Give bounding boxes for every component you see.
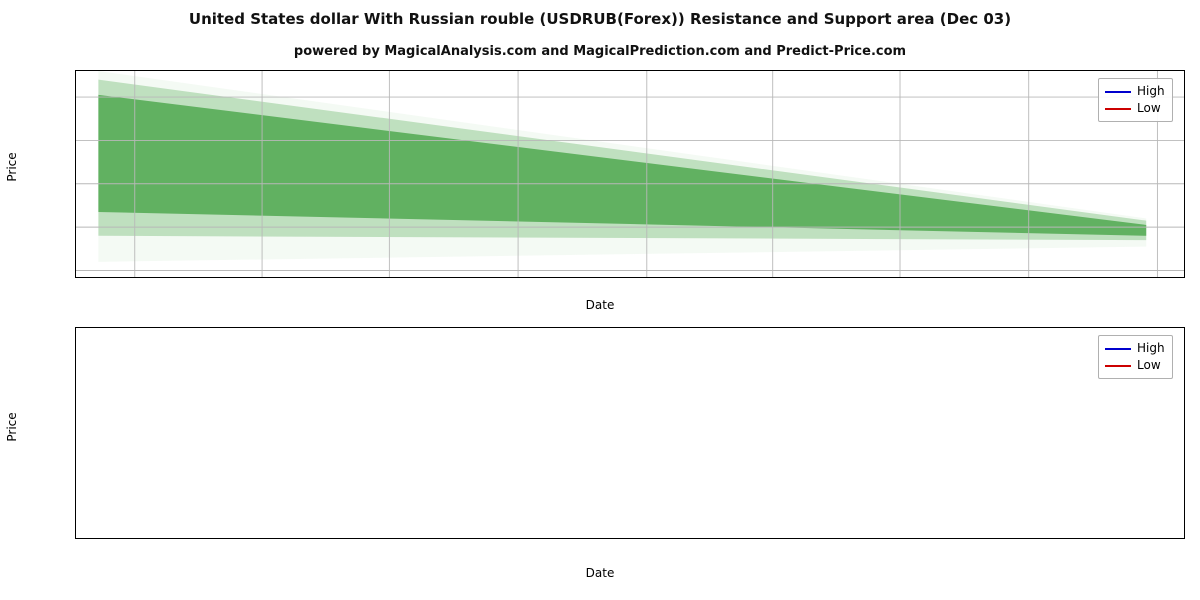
bottom-chart-panel	[75, 327, 1185, 539]
bottom-chart-legend: High Low	[1098, 335, 1173, 379]
bottom-x-axis-label: Date	[585, 566, 615, 580]
legend-label-low: Low	[1137, 101, 1161, 115]
bottom-y-axis-label: Price	[5, 412, 19, 442]
legend-label-high: High	[1137, 84, 1165, 98]
top-x-axis-label: Date	[585, 298, 615, 312]
legend-label-high: High	[1137, 341, 1165, 355]
legend-item-high[interactable]: High	[1105, 83, 1165, 100]
legend-swatch-high	[1105, 347, 1131, 350]
legend-swatch-low	[1105, 364, 1131, 367]
legend-item-high[interactable]: High	[1105, 340, 1165, 357]
top-chart-legend: High Low	[1098, 78, 1173, 122]
bottom-chart-plot	[76, 328, 1184, 538]
legend-label-low: Low	[1137, 358, 1161, 372]
top-chart-plot	[76, 71, 1184, 277]
top-y-axis-label: Price	[5, 152, 19, 182]
legend-item-low[interactable]: Low	[1105, 357, 1165, 374]
legend-swatch-low	[1105, 107, 1131, 110]
legend-swatch-high	[1105, 90, 1131, 93]
page-subtitle: powered by MagicalAnalysis.com and Magic…	[293, 44, 907, 59]
legend-item-low[interactable]: Low	[1105, 100, 1165, 117]
top-chart-panel	[75, 70, 1185, 278]
page-title: United States dollar With Russian rouble…	[188, 10, 1012, 28]
